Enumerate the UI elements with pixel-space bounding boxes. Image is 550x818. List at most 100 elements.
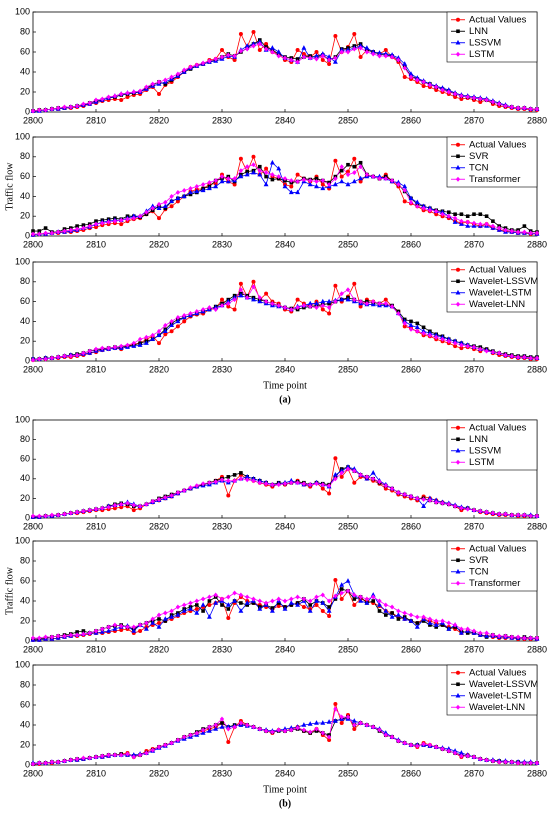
data-point bbox=[232, 53, 237, 59]
data-point bbox=[452, 622, 458, 628]
data-point bbox=[333, 283, 338, 288]
data-point bbox=[169, 740, 174, 746]
data-point bbox=[131, 754, 136, 760]
data-point bbox=[93, 221, 99, 227]
legend-label: Actual Values bbox=[469, 139, 527, 150]
data-point bbox=[301, 722, 307, 727]
data-point bbox=[320, 53, 325, 59]
data-point bbox=[471, 95, 477, 101]
x-tick-label: 2870 bbox=[464, 521, 484, 531]
data-point bbox=[207, 724, 212, 730]
data-point bbox=[333, 55, 338, 61]
data-point bbox=[402, 740, 407, 746]
data-point bbox=[408, 742, 414, 748]
data-point bbox=[270, 172, 275, 178]
data-point bbox=[213, 726, 219, 731]
data-point bbox=[465, 506, 470, 512]
data-point bbox=[478, 212, 483, 217]
data-point bbox=[352, 727, 357, 731]
data-point bbox=[484, 757, 489, 763]
data-point bbox=[289, 178, 294, 184]
data-point bbox=[263, 481, 269, 487]
data-point bbox=[169, 193, 174, 199]
data-point bbox=[257, 598, 262, 604]
data-point bbox=[194, 62, 199, 68]
legend-box bbox=[446, 11, 538, 63]
data-point bbox=[232, 478, 237, 484]
data-point bbox=[175, 324, 180, 329]
data-point bbox=[522, 354, 527, 360]
data-point bbox=[383, 301, 388, 307]
data-point bbox=[150, 205, 155, 211]
data-point bbox=[245, 295, 250, 301]
data-point bbox=[458, 221, 464, 226]
x-tick-label: 2840 bbox=[275, 115, 295, 125]
data-point bbox=[383, 608, 389, 613]
data-point bbox=[515, 229, 521, 235]
data-point bbox=[156, 201, 162, 207]
data-point bbox=[125, 90, 130, 96]
data-point bbox=[188, 311, 193, 316]
data-point bbox=[74, 103, 80, 109]
data-point bbox=[358, 720, 363, 726]
data-point bbox=[163, 742, 168, 748]
x-tick-label: 2820 bbox=[149, 115, 169, 125]
data-point bbox=[56, 512, 61, 518]
data-point bbox=[219, 724, 225, 729]
y-tick-label: 100 bbox=[15, 414, 30, 424]
data-point bbox=[503, 511, 508, 517]
data-point bbox=[195, 603, 199, 607]
data-point bbox=[421, 325, 426, 330]
data-point bbox=[119, 628, 124, 632]
data-point bbox=[352, 46, 357, 52]
y-tick-label: 20 bbox=[20, 493, 30, 503]
data-point bbox=[43, 230, 48, 236]
data-point bbox=[232, 58, 237, 62]
data-point bbox=[295, 172, 300, 177]
data-point bbox=[459, 505, 464, 511]
data-point bbox=[295, 297, 300, 302]
data-point bbox=[62, 104, 67, 110]
data-point bbox=[68, 510, 73, 516]
data-point bbox=[478, 221, 483, 227]
data-point bbox=[270, 177, 275, 182]
data-point bbox=[74, 509, 80, 515]
data-point bbox=[194, 610, 200, 615]
data-point bbox=[459, 93, 464, 99]
data-point bbox=[119, 343, 124, 349]
data-point bbox=[200, 60, 206, 66]
y-tick-label: 60 bbox=[20, 296, 30, 306]
data-point bbox=[263, 181, 269, 187]
data-point bbox=[194, 309, 199, 314]
data-point bbox=[238, 476, 244, 482]
data-point bbox=[207, 480, 212, 486]
legend-marker bbox=[455, 580, 461, 586]
data-point bbox=[503, 759, 508, 765]
data-point bbox=[295, 480, 300, 486]
x-tick-label: 2830 bbox=[212, 768, 232, 778]
data-point bbox=[49, 759, 55, 765]
data-point bbox=[169, 74, 174, 80]
data-point bbox=[119, 98, 124, 102]
data-point bbox=[307, 608, 313, 613]
data-point bbox=[534, 760, 540, 766]
y-tick-label: 80 bbox=[20, 26, 30, 36]
data-point bbox=[471, 628, 477, 634]
legend-label: Wavelet-LSSVM bbox=[469, 679, 538, 690]
data-point bbox=[200, 187, 206, 193]
data-point bbox=[465, 94, 470, 100]
data-point bbox=[251, 279, 256, 284]
data-point bbox=[194, 607, 199, 611]
data-point bbox=[326, 57, 332, 63]
data-point bbox=[225, 178, 231, 184]
y-tick-label: 40 bbox=[20, 719, 30, 729]
legend-label: Wavelet-LNN bbox=[469, 702, 525, 713]
data-point bbox=[377, 176, 382, 182]
data-point bbox=[528, 635, 533, 641]
data-point bbox=[264, 166, 269, 171]
data-point bbox=[364, 172, 370, 178]
data-point bbox=[106, 345, 111, 351]
data-point bbox=[87, 507, 92, 513]
data-point bbox=[226, 493, 231, 498]
data-point bbox=[201, 609, 205, 613]
